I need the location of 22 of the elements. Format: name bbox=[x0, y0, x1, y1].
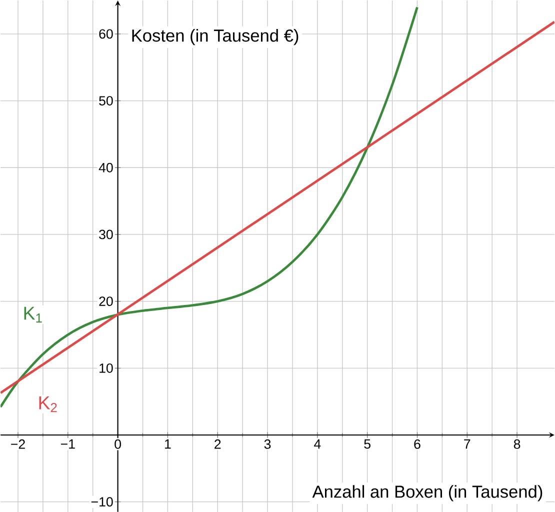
x-tick-label: −2 bbox=[11, 439, 25, 449]
x-tick-label: 1 bbox=[165, 439, 171, 448]
x-tick-label: 6 bbox=[414, 439, 420, 449]
x-axis-title: Anzahl an Boxen (in Tausend) bbox=[312, 484, 542, 502]
x-tick-label: 7 bbox=[464, 439, 470, 448]
y-tick-label: 60 bbox=[99, 29, 113, 38]
x-tick-label: 4 bbox=[314, 439, 321, 448]
x-tick-label: 3 bbox=[264, 439, 271, 449]
x-tick-label: −1 bbox=[60, 439, 75, 448]
y-tick-label: −10 bbox=[91, 496, 113, 506]
x-tick-label: 0 bbox=[114, 439, 121, 449]
series-label: K$_{2}$ bbox=[39, 396, 57, 412]
y-tick-label: 20 bbox=[99, 296, 113, 306]
y-axis-title: Kosten (in Tausend €) bbox=[132, 28, 298, 45]
y-tick-label: 50 bbox=[99, 96, 113, 106]
x-tick-label: 8 bbox=[514, 439, 520, 449]
y-tick-label: 10 bbox=[100, 363, 113, 373]
x-tick-label: 5 bbox=[364, 439, 370, 449]
y-tick-label: 30 bbox=[99, 230, 113, 239]
x-tick-label: 2 bbox=[214, 439, 221, 449]
y-tick-label: 40 bbox=[98, 162, 113, 172]
series-label: K$_{1}$ bbox=[24, 306, 42, 322]
